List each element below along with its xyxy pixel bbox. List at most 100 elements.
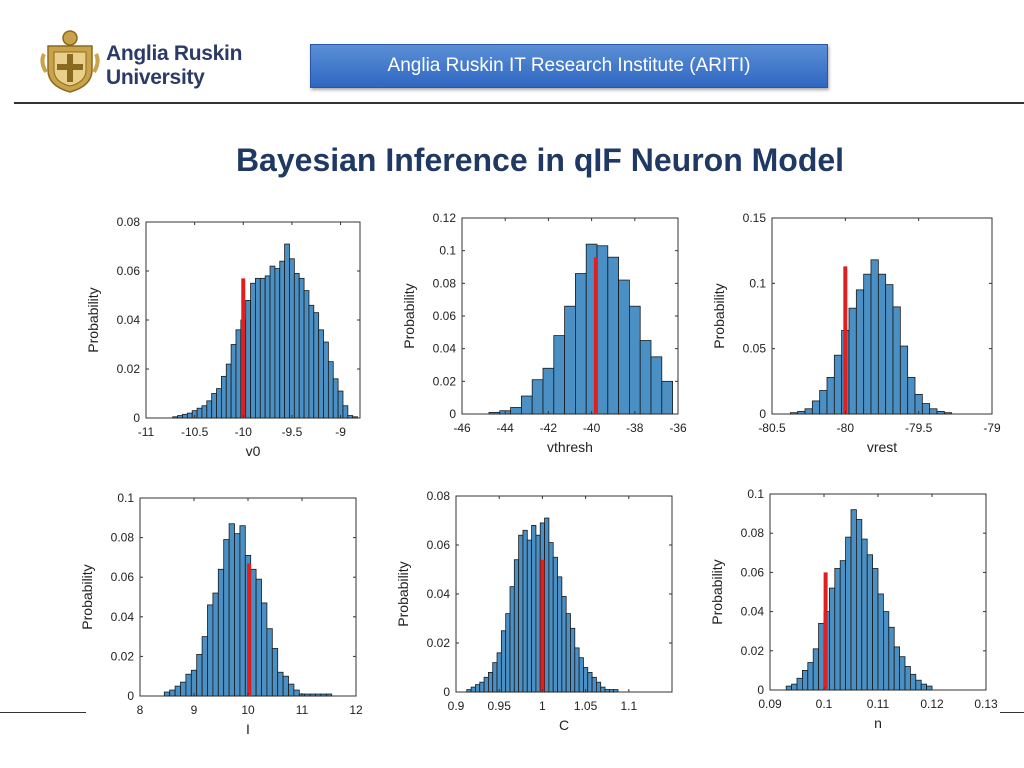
histogram-bar [261,602,268,697]
x-tick-label: 9 [191,703,198,717]
histogram-bar [180,681,187,697]
histogram-bar [848,307,857,415]
slide-title: Bayesian Inference in qIF Neuron Model [235,142,845,178]
x-tick-label: -79.5 [905,421,933,435]
x-tick-label: 0.12 [920,697,944,711]
histogram-bar [293,273,300,419]
footer-divider-left [0,712,86,713]
histogram-bar [323,341,329,419]
histogram-bar [833,354,843,415]
histogram-bar [513,559,520,693]
histogram-bar [230,344,237,419]
y-tick-label: 0.02 [117,362,141,376]
histogram-bar [522,529,528,693]
histogram-bar [487,672,494,693]
histogram-bar [342,405,349,419]
x-tick-label: 0.09 [758,697,782,711]
histogram-bar [196,407,203,419]
x-tick-label: -79 [983,421,1001,435]
histogram-bar [163,691,171,697]
histogram-I: 8 9 10 11 12 0 0.02 0.04 0.06 0.08 0.1 I Probability [79,491,363,737]
histogram-bar [893,646,901,691]
university-logo: Anglia Ruskin University [40,28,250,98]
y-tick-label: 0.08 [427,489,451,503]
histogram-bar [308,304,315,419]
histogram-bar [313,312,320,419]
histogram-bar [888,626,895,691]
y-tick-label: 0.06 [111,570,135,584]
histogram-vthresh: -46 -44 -42 -40 -38 -36 0 0.02 0.04 0.06 0.08 0.1 0.… [401,211,687,455]
y-tick-label: 0.1 [749,276,766,290]
histogram-bar [796,677,803,691]
histogram-bar [327,361,334,419]
y-tick-label: 0.04 [433,342,457,356]
histogram-bar [269,265,276,419]
crest-icon [40,30,100,93]
histogram-bar [819,390,828,415]
histogram-bar [475,684,481,693]
histogram-bar [510,407,522,415]
y-tick-label: 0.02 [427,636,451,650]
histogram-bar [564,305,576,415]
header-divider [14,102,1024,104]
histogram-bar [535,534,541,693]
histogram-bar [212,592,219,697]
histogram-bar [304,693,311,697]
y-tick-label: 0.08 [741,526,765,540]
x-tick-label: 12 [349,703,363,717]
histogram-bar [885,284,894,415]
histogram-bar [315,693,322,697]
x-axis-label: vthresh [547,439,593,455]
x-tick-label: -11 [138,425,155,439]
histogram-bar [596,681,602,693]
histogram-v0: -11 -10.5 -10 -9.5 -9 0 0.02 0.04 0.06 0.08 v0 Prob… [85,215,361,459]
histogram-bar [186,412,193,419]
histogram-bar [225,363,232,419]
x-tick-label: -46 [453,421,471,435]
histogram-bar [266,628,273,697]
histogram-bar [526,539,533,693]
histogram-bar [271,648,279,697]
y-tick-label: 0.04 [427,587,451,601]
histogram-bar [552,556,558,693]
y-tick-label: 0.02 [741,644,765,658]
histogram-bar [500,630,507,693]
y-tick-label: 0 [449,407,456,421]
histogram-bar [818,622,825,691]
x-axis-label: vrest [867,439,897,455]
histogram-bar [518,534,524,693]
histogram-bar [235,329,242,419]
histogram-bar [892,306,901,415]
x-tick-label: -36 [669,421,687,435]
x-tick-label: 1 [539,699,546,713]
histogram-bar [574,647,580,693]
histogram-bar [201,636,208,697]
histogram-bar [531,525,537,693]
histogram-bar [639,340,652,415]
histogram-bar [201,405,208,419]
histogram-bar [496,652,502,693]
histogram-bar [216,388,222,419]
histogram-bar [861,538,868,691]
university-name-line1: Anglia Ruskin [106,42,243,65]
histogram-bar [907,377,916,415]
histogram-bar [863,273,872,415]
histogram-bar [185,673,192,697]
histogram-bar [618,279,630,415]
histogram-bar [866,554,874,691]
histogram-bar [234,533,241,697]
histogram-bar [661,380,673,415]
y-axis-label: Probability [395,561,411,626]
y-tick-label: 0 [133,411,140,425]
histogram-bar [826,377,835,415]
histogram-bar [791,683,798,691]
x-tick-label: 0.13 [974,697,998,711]
histogram-bar [856,519,863,691]
histogram-bar [245,299,251,419]
y-axis-label: Probability [79,564,95,629]
histogram-bar [274,268,281,419]
y-tick-label: 0 [759,407,766,421]
histogram-bar [583,667,589,693]
histogram-bar [470,686,476,693]
